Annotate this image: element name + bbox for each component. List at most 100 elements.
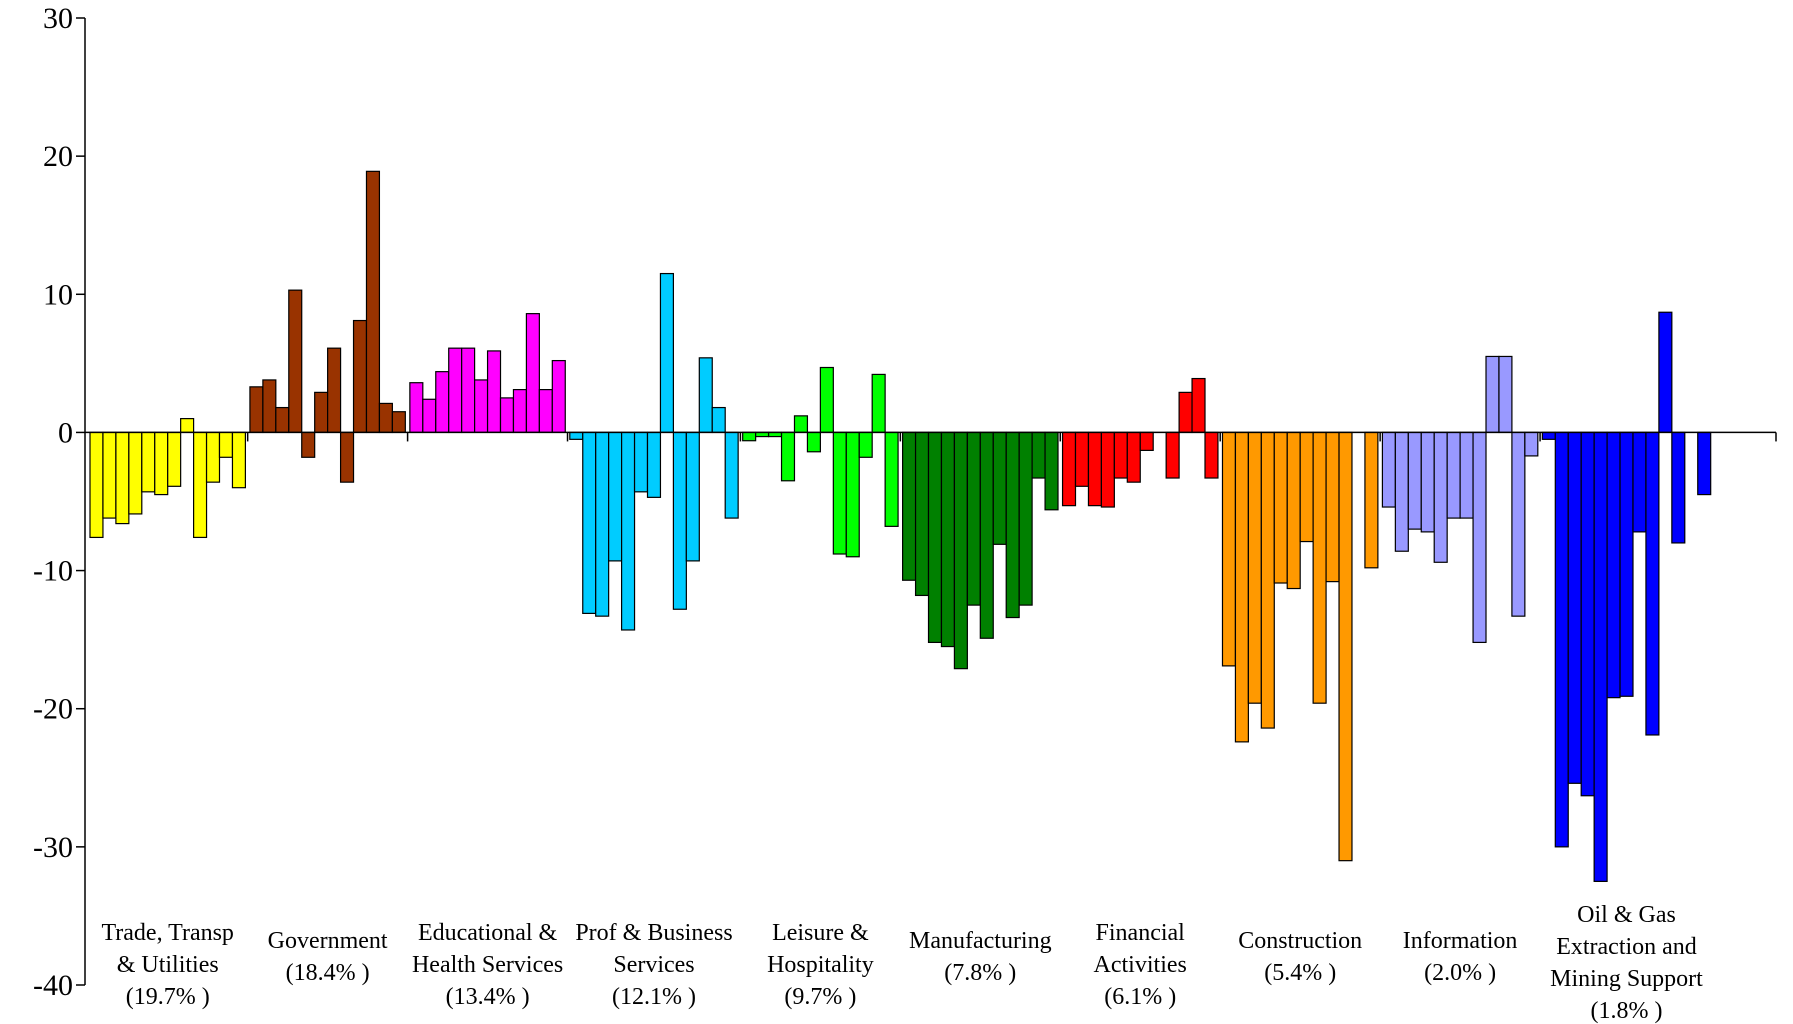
category-label: Health Services <box>412 952 563 978</box>
bar <box>1433 431 1448 563</box>
bar <box>595 431 610 617</box>
category-label: (19.7% ) <box>126 984 210 1010</box>
bar <box>1113 431 1128 479</box>
y-tick-label: 20 <box>43 140 73 173</box>
bar <box>780 431 796 482</box>
x-axis <box>85 431 1777 442</box>
category-label: (1.8% ) <box>1591 998 1663 1024</box>
bar <box>832 431 847 555</box>
bar <box>1299 431 1314 543</box>
bar <box>672 431 687 610</box>
bar <box>1697 431 1712 496</box>
bar <box>1593 431 1608 882</box>
bar <box>474 379 489 434</box>
bar <box>1247 431 1262 704</box>
bar <box>979 431 994 639</box>
bar <box>1031 431 1046 479</box>
bar <box>914 431 930 597</box>
bar <box>633 431 649 493</box>
bar <box>1364 431 1379 569</box>
category-label: Educational & <box>418 920 558 946</box>
bar <box>141 431 156 493</box>
bar <box>1381 431 1396 508</box>
category-label: Prof & Business <box>575 920 732 946</box>
category-label: Trade, Transp <box>101 920 233 946</box>
bar <box>608 431 623 562</box>
category-labels: Trade, Transp & Utilities (19.7% ) Governme… <box>101 902 1703 1024</box>
bar <box>422 398 437 434</box>
bar <box>742 431 757 442</box>
bar <box>940 431 956 648</box>
category-label: (7.8% ) <box>944 960 1016 986</box>
bar <box>180 418 195 434</box>
bar <box>1619 431 1634 697</box>
bar <box>1087 431 1102 507</box>
bar <box>1178 391 1193 434</box>
y-tick-label: -20 <box>33 693 73 726</box>
bar <box>1044 431 1059 511</box>
bar <box>1472 431 1487 644</box>
bar <box>275 406 290 434</box>
bar <box>154 431 169 496</box>
bar <box>461 347 476 434</box>
bar <box>1325 431 1340 583</box>
category-label: (18.4% ) <box>286 960 370 986</box>
bar <box>711 406 726 434</box>
bar <box>1511 431 1526 617</box>
y-tick-label: 30 <box>43 2 73 35</box>
bar <box>1606 431 1621 699</box>
bar <box>1632 431 1647 533</box>
bar <box>698 357 713 434</box>
bar <box>1541 431 1556 440</box>
bar <box>927 431 943 644</box>
y-tick-label: 10 <box>43 278 73 311</box>
bar <box>205 431 221 483</box>
bar <box>365 170 381 434</box>
bar <box>724 431 739 519</box>
category-label: Information <box>1403 928 1518 954</box>
y-tick-label: -40 <box>33 969 73 1002</box>
bar <box>1234 431 1249 743</box>
bar <box>884 431 899 527</box>
bar <box>1260 431 1275 729</box>
bar <box>1645 431 1660 736</box>
category-label: Extraction and <box>1556 934 1697 960</box>
bar <box>249 386 264 434</box>
bar <box>448 347 463 434</box>
y-tick-label: 0 <box>58 416 73 449</box>
bar <box>1139 431 1154 451</box>
bar <box>1204 431 1219 479</box>
bar <box>685 431 700 562</box>
bar <box>1005 431 1020 619</box>
bar <box>845 431 860 558</box>
bar <box>582 431 597 614</box>
bar <box>659 272 675 434</box>
category-label: Activities <box>1094 952 1187 978</box>
category-label: (6.1% ) <box>1104 984 1176 1010</box>
bar <box>1567 431 1582 784</box>
category-label: (9.7% ) <box>784 984 856 1010</box>
category-label: Government <box>268 928 388 954</box>
bar <box>512 389 528 434</box>
bar <box>538 389 553 434</box>
bar <box>1286 431 1301 590</box>
category-label: & Utilities <box>117 952 219 978</box>
bar <box>902 431 917 581</box>
bar <box>806 431 821 453</box>
category-label: Mining Support <box>1550 966 1703 992</box>
bar <box>1420 431 1435 533</box>
bar <box>1524 431 1539 457</box>
bar <box>314 391 329 434</box>
bar <box>378 402 393 434</box>
bar <box>339 431 355 483</box>
bar <box>1126 431 1141 483</box>
category-label: Financial <box>1096 920 1186 946</box>
bar <box>1061 431 1077 507</box>
bar <box>288 289 303 434</box>
bar <box>1018 431 1033 606</box>
bar <box>1100 431 1115 508</box>
bar <box>551 359 566 434</box>
bar <box>1485 355 1500 434</box>
bar <box>1658 311 1673 434</box>
